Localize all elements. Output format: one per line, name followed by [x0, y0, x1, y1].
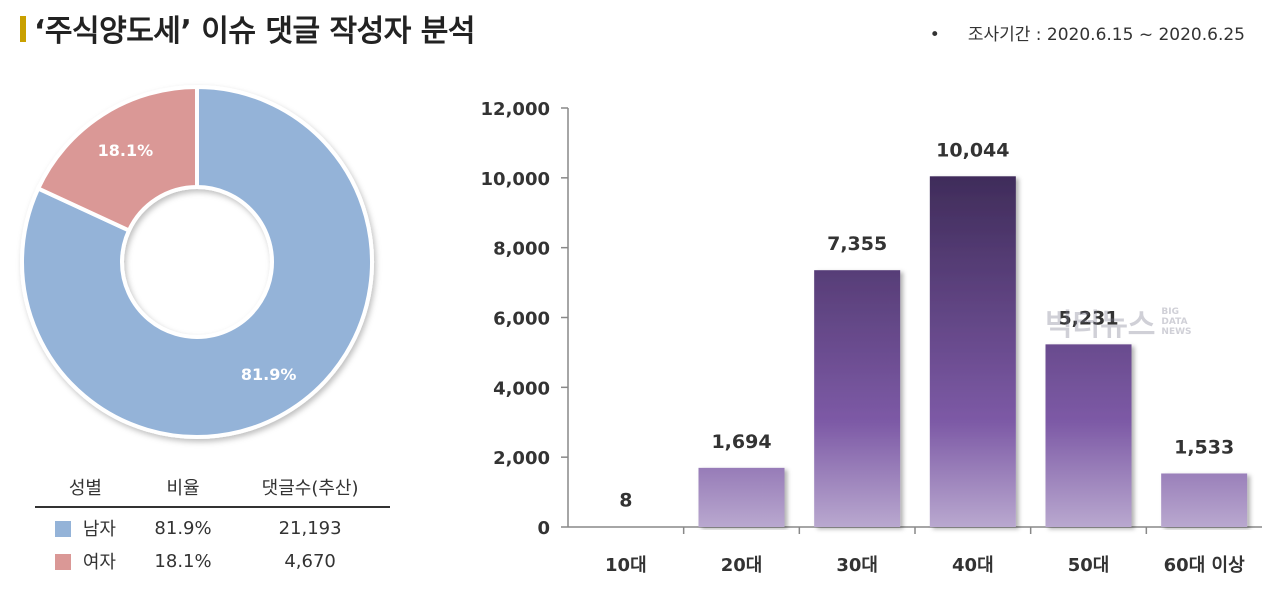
watermark-main: 빅터뉴스	[1045, 308, 1156, 343]
header-count: 댓글수(추산)	[230, 470, 390, 508]
watermark-logo: 빅터뉴스 BIG DATA NEWS	[1045, 300, 1192, 344]
header-ratio: 비율	[135, 470, 231, 508]
y-tick-label: 4,000	[493, 378, 550, 399]
x-tick-label: 10대	[605, 555, 647, 576]
watermark-line2: DATA	[1161, 317, 1188, 327]
bar-value-label: 8	[619, 490, 632, 512]
y-tick-label: 2,000	[493, 448, 550, 469]
watermark-line1: BIG	[1161, 307, 1180, 317]
bar-value-label: 1,694	[711, 431, 771, 453]
bar-3	[814, 270, 901, 527]
female-label: 여자	[82, 552, 116, 573]
male-label-cell: 남자	[35, 507, 136, 541]
donut-slice-male	[20, 84, 374, 439]
gender-table: 성별 비율 댓글수(추산) 남자 81.9% 21,193 여자 18.1% 4…	[35, 470, 390, 574]
page-title: ‘주식양도세’ 이슈 댓글 작성자 분석	[34, 14, 475, 49]
y-tick-label: 10,000	[481, 169, 550, 190]
bar-value-label: 7,355	[827, 233, 887, 255]
female-ratio: 18.1%	[154, 550, 212, 572]
y-tick-label: 6,000	[493, 309, 550, 330]
bar-2	[698, 467, 785, 527]
title-accent-bar	[20, 16, 26, 42]
bar-value-label: 5,231	[1058, 307, 1118, 329]
table-row-female: 여자 18.1% 4,670	[35, 541, 390, 574]
donut-label-male: 81.9%	[241, 365, 297, 384]
bar-4	[929, 176, 1016, 527]
x-tick-label: 20대	[721, 555, 763, 576]
age-bar-chart: 0 2,000 4,000 6,000 8,000 10,000 12,000 8 10대 1,…	[481, 99, 1262, 576]
bar-5	[1045, 344, 1132, 527]
bar-value-label: 10,044	[936, 139, 1009, 161]
y-tick-label: 0	[537, 518, 550, 539]
bar-value-label: 1,533	[1174, 436, 1234, 458]
x-tick-label: 30대	[836, 555, 878, 576]
male-label: 남자	[82, 519, 116, 540]
watermark-line3: NEWS	[1161, 327, 1192, 337]
table-header-row: 성별 비율 댓글수(추산)	[35, 470, 390, 508]
y-tick-label: 12,000	[481, 99, 550, 120]
donut-slice-female	[35, 84, 199, 234]
male-ratio: 81.9%	[154, 517, 212, 539]
y-tick-label: 8,000	[493, 239, 550, 260]
table-row-male: 남자 81.9% 21,193	[35, 507, 390, 541]
x-tick-label: 50대	[1068, 555, 1110, 576]
female-label-cell: 여자	[35, 541, 136, 574]
x-tick-label: 60대 이상	[1164, 555, 1245, 576]
bar-6	[1161, 473, 1248, 527]
male-swatch	[54, 521, 71, 537]
period-bullet: •	[929, 25, 940, 45]
watermark-small: BIG DATA NEWS	[1161, 307, 1191, 337]
header-gender: 성별	[35, 470, 136, 508]
gender-donut-chart: 81.9% 18.1%	[20, 84, 374, 439]
period-text: 조사기간 : 2020.6.15 ~ 2020.6.25	[967, 25, 1245, 45]
survey-period: • 조사기간 : 2020.6.15 ~ 2020.6.25	[930, 20, 1245, 45]
male-count: 21,193	[278, 517, 342, 539]
x-tick-label: 40대	[952, 555, 994, 576]
female-count: 4,670	[284, 550, 336, 572]
female-swatch	[54, 554, 71, 570]
donut-label-female: 18.1%	[98, 141, 154, 160]
